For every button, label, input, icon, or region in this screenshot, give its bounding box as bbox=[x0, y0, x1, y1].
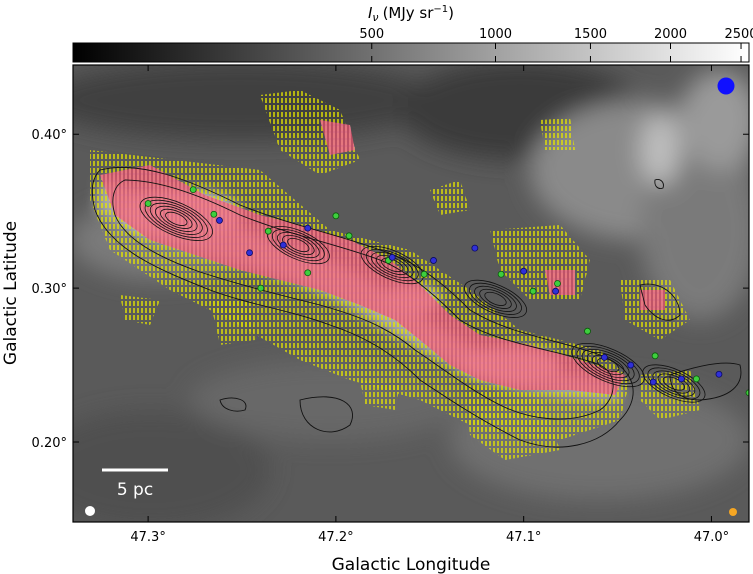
y-axis-label: Galactic Latitude bbox=[1, 221, 21, 365]
yso-blue-markers bbox=[216, 217, 723, 386]
yso-green-point bbox=[144, 200, 152, 207]
contour-ring bbox=[642, 364, 706, 403]
yso-green-point bbox=[332, 212, 340, 220]
colorbar-tick-label: 2500 bbox=[724, 27, 753, 42]
colorbar-label-close: ) bbox=[448, 4, 454, 22]
yso-blue-point bbox=[430, 257, 437, 264]
contour-ring bbox=[463, 279, 528, 318]
colorbar-tick-label: 1000 bbox=[479, 27, 512, 42]
yso-green-point bbox=[210, 210, 218, 218]
contour-ring bbox=[287, 237, 310, 253]
contour-ring bbox=[647, 367, 701, 400]
contour-ring bbox=[271, 228, 325, 262]
yso-green-point bbox=[345, 232, 353, 240]
contour-ring bbox=[576, 345, 640, 385]
x-tick-label: 47.2° bbox=[318, 530, 353, 545]
yso-blue-point bbox=[279, 241, 287, 249]
yso-blue-point bbox=[678, 375, 685, 383]
y-tick-label: 0.30° bbox=[32, 282, 67, 297]
yso-blue-point bbox=[601, 353, 608, 361]
large-beam-marker bbox=[717, 77, 735, 95]
contour-ring bbox=[469, 282, 522, 315]
scalebar: 5 pc bbox=[102, 468, 168, 500]
contour-ring bbox=[277, 231, 320, 259]
contour-ring bbox=[360, 245, 424, 285]
yso-green-markers bbox=[144, 186, 749, 397]
y-tick-label: 0.20° bbox=[32, 436, 67, 451]
contour-ring bbox=[586, 351, 630, 379]
contour-ring bbox=[381, 257, 404, 273]
colorbar-label-unit: (MJy sr bbox=[383, 4, 435, 22]
yso-blue-point bbox=[715, 370, 723, 378]
yso-green-point bbox=[304, 269, 312, 277]
y-tick-label: 0.40° bbox=[32, 128, 67, 143]
colorbar-label: Iν (MJy sr−1) bbox=[368, 4, 454, 24]
yso-blue-point bbox=[649, 378, 657, 386]
contour-ring bbox=[282, 234, 315, 256]
colorbar-tick-label: 2000 bbox=[654, 27, 687, 42]
colorbar-tick-label: 500 bbox=[359, 27, 384, 42]
contour-ring bbox=[165, 211, 188, 226]
colorbar-ticks: 500 1000 1500 2000 2500 bbox=[359, 27, 753, 62]
contour-ring bbox=[652, 370, 696, 397]
contour-ring bbox=[657, 373, 691, 394]
contour-ring bbox=[365, 248, 419, 282]
yso-green-point bbox=[529, 287, 537, 295]
yso-green-point bbox=[693, 375, 700, 383]
contour-ring bbox=[474, 285, 517, 312]
contour-ring bbox=[662, 376, 686, 391]
x-tick-label: 47.1° bbox=[506, 530, 541, 545]
colorbar-label-prefix: I bbox=[368, 4, 373, 22]
x-tick-label: 47.0° bbox=[694, 530, 729, 545]
colorbar-bar bbox=[72, 42, 750, 63]
yso-green-point bbox=[264, 227, 272, 235]
contour-ring bbox=[597, 357, 620, 373]
contour-ring bbox=[484, 291, 507, 306]
contour-ring bbox=[139, 196, 213, 241]
x-axis-label: Galactic Longitude bbox=[332, 555, 491, 574]
orange-beam-marker bbox=[729, 508, 737, 516]
yso-green-point bbox=[189, 186, 197, 194]
contour-ring bbox=[479, 288, 512, 309]
axes-frame bbox=[72, 64, 750, 523]
yso-green-point bbox=[257, 284, 265, 292]
intensity-map: 5 pc bbox=[73, 65, 749, 522]
contour-ring bbox=[160, 208, 193, 229]
yso-green-point bbox=[651, 352, 659, 360]
yso-blue-point bbox=[246, 249, 253, 257]
yso-green-point bbox=[554, 280, 561, 287]
y-axis-ticks: 0.20° 0.30° 0.40° bbox=[32, 128, 749, 451]
contour-ring bbox=[149, 202, 203, 235]
x-tick-label: 47.3° bbox=[130, 530, 165, 545]
scalebar-label: 5 pc bbox=[117, 480, 153, 500]
yso-blue-point bbox=[627, 361, 635, 369]
yso-green-point bbox=[497, 270, 505, 278]
contour-ring bbox=[571, 342, 645, 388]
contour-ring bbox=[591, 354, 625, 376]
yso-blue-point bbox=[388, 253, 396, 261]
yso-green-point bbox=[584, 327, 591, 335]
colorbar: 500 1000 1500 2000 2500 Iν (MJy sr−1) bbox=[72, 4, 753, 63]
yso-blue-point bbox=[520, 267, 528, 275]
colorbar-label-exp: −1 bbox=[433, 4, 448, 15]
yso-blue-point bbox=[471, 244, 479, 252]
yso-blue-point bbox=[216, 217, 223, 224]
white-beam-marker bbox=[85, 506, 95, 516]
yso-blue-point bbox=[552, 287, 559, 295]
yso-green-point bbox=[745, 389, 749, 397]
colorbar-tick-label: 1500 bbox=[574, 27, 607, 42]
contour-ring bbox=[370, 251, 414, 279]
contour-ring bbox=[581, 348, 635, 382]
x-axis-ticks: 47.3° 47.2° 47.1° 47.0° bbox=[130, 65, 729, 545]
yso-green-point bbox=[420, 270, 428, 278]
yso-blue-point bbox=[304, 224, 312, 232]
contour-ring bbox=[154, 205, 198, 232]
colorbar-label-sub: ν bbox=[372, 11, 378, 24]
